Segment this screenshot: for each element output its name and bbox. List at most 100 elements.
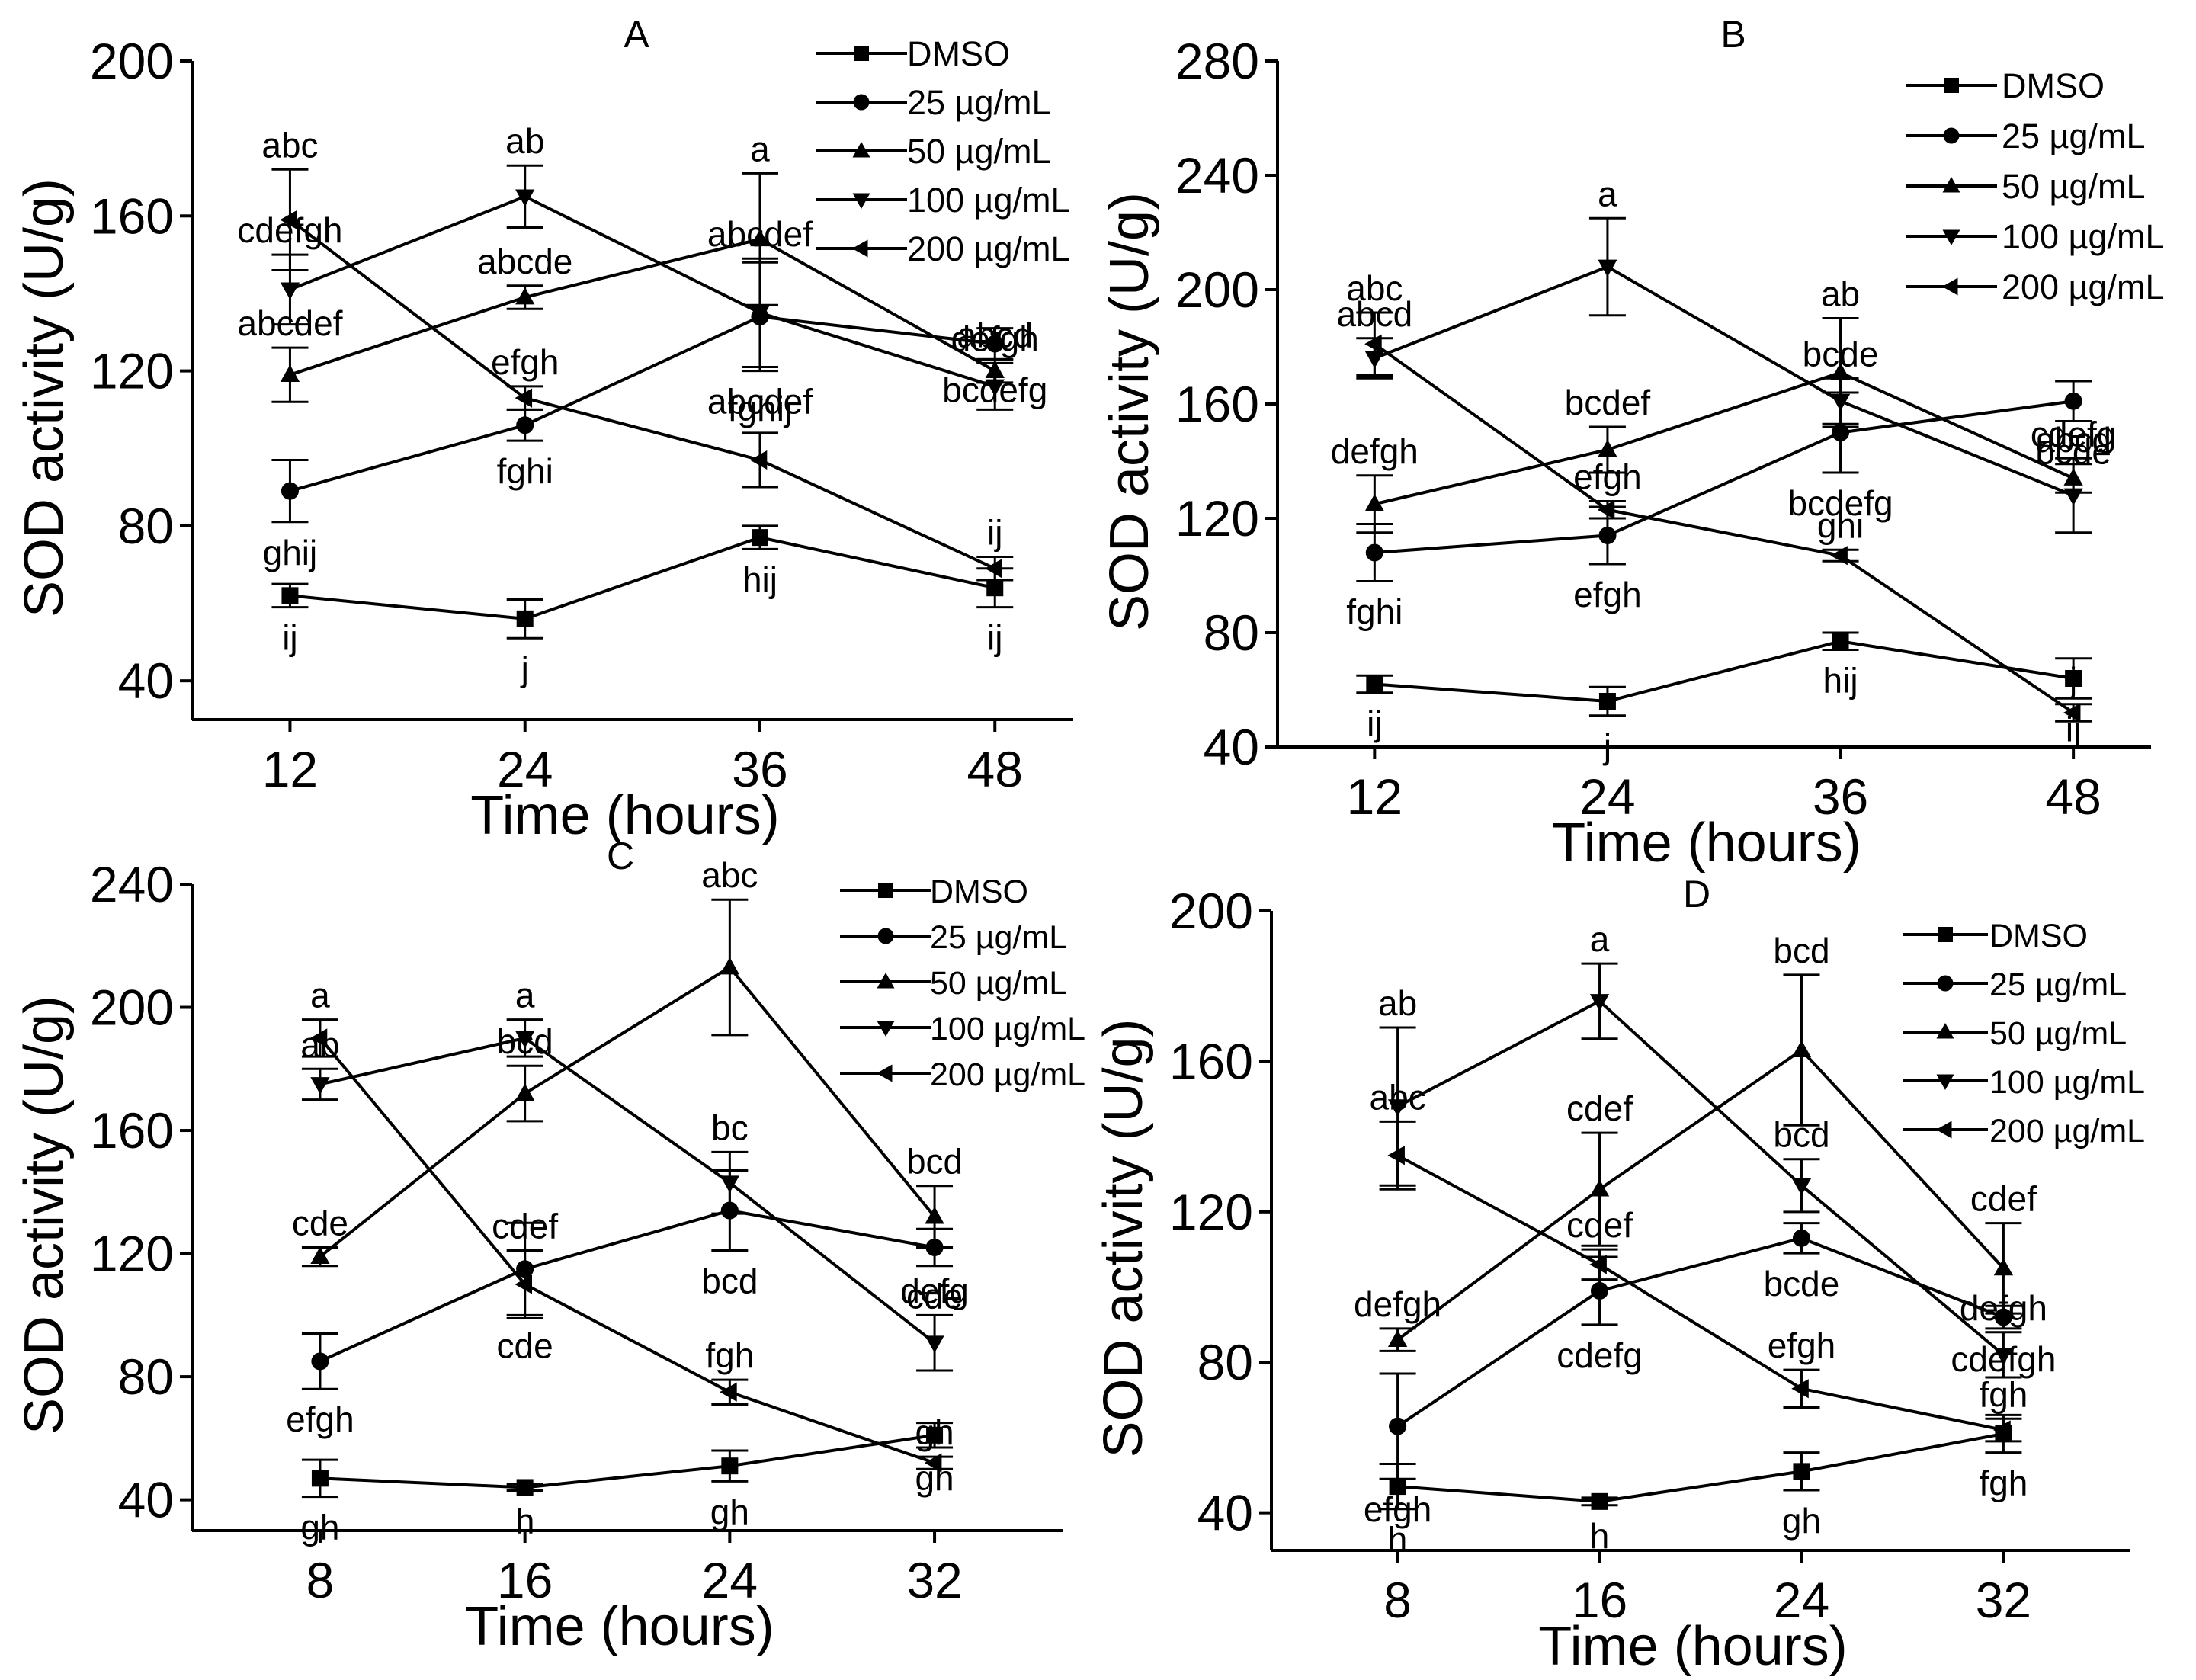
series-0: ij j hij ij [271,524,1014,688]
x-axis-title: Time (hours) [1552,813,1861,874]
series-line [1374,342,2075,714]
significance-label: a [1590,919,1610,959]
legend-marker [877,1021,895,1037]
series-line [1396,1154,2004,1432]
data-point [280,282,300,300]
y-tick-label: 80 [1204,604,1259,661]
legend-label: 100 µg/mL [1989,1064,2145,1101]
series-line [1374,399,2074,554]
series-line [319,1433,935,1489]
x-tick-label: 16 [1572,1572,1627,1628]
significance-label: fghi [1346,592,1403,632]
series-2: cdebcdabcbcd [292,855,963,1268]
y-tick-label: 120 [1175,490,1259,547]
legend-marker [852,193,870,209]
data-point [749,450,768,470]
legend-label: DMSO [2002,66,2105,105]
series-line [1374,370,2074,506]
legend-label: 25 µg/mL [2002,117,2146,155]
y-tick-label: 80 [118,498,174,554]
significance-label: abc [701,855,758,895]
significance-label: bcde [1764,1264,1840,1303]
x-tick-label: 24 [1774,1572,1829,1628]
legend: DMSO 25 µg/mL 50 µg/mL 100 µg/mL 200 µg/mL [816,34,1070,268]
x-tick-label: 8 [306,1552,335,1608]
significance-label: j [1602,726,1611,766]
significance-label: cde [906,1277,963,1316]
significance-label: ab [505,121,544,161]
data-point [2063,488,2083,506]
significance-label: efgh [491,342,559,382]
significance-label: abc [1370,1077,1426,1117]
legend-label: 200 µg/mL [2002,268,2165,306]
chart-panel-b: 40 80 120 160 200 240 280 12 24 36 48 Time (hours) S… [1099,13,2165,874]
significance-label: bcde [1803,334,1879,374]
data-point [1832,633,1849,650]
panel-title: C [607,835,634,877]
panel-title: D [1683,873,1710,915]
data-point [1792,1229,1811,1247]
significance-label: hij [742,559,777,599]
series-line [289,237,996,377]
y-tick-label: 200 [90,33,174,89]
data-point [1365,543,1383,562]
series-line [1374,640,2074,704]
significance-label: ij [987,618,1002,658]
significance-label: defgh [1960,1288,2047,1328]
significance-label: abcdef [707,382,813,422]
significance-label: fghi [497,451,553,491]
chart-panel-d: 40 80 120 160 200 8 16 24 32 Time (hours) SOD acti… [1093,873,2145,1677]
y-tick-label: 200 [90,979,174,1036]
legend-label: DMSO [907,34,1010,73]
data-point [281,587,299,604]
data-point [926,1426,944,1444]
y-tick-label: 200 [1175,261,1259,318]
y-tick-label: 160 [90,188,174,244]
data-point [515,287,535,305]
data-point [720,1382,737,1402]
data-point [1597,500,1615,520]
data-point [1387,1099,1408,1117]
x-tick-label: 36 [1813,768,1868,825]
legend-marker [1936,1023,1954,1039]
x-tick-label: 48 [2045,768,2101,825]
significance-label: fgh [1979,1374,2028,1414]
panel-title: B [1720,13,1746,56]
legend-label: 50 µg/mL [2002,167,2146,206]
x-tick-label: 24 [497,741,553,797]
data-point [1791,1379,1809,1399]
data-point [280,210,297,230]
data-point [311,1470,329,1487]
legend-label: 25 µg/mL [1989,967,2127,1003]
significance-label: a [750,129,770,168]
series-4: abc efgh fghij ij [261,125,1014,582]
panel-title: A [624,13,649,56]
y-tick-label: 120 [1169,1184,1253,1240]
chart-panel-a: 40 80 120 160 200 12 24 36 48 Time (hours) SOD act… [14,13,1073,846]
significance-label: gh [1782,1501,1821,1541]
legend-label: 50 µg/mL [1989,1015,2127,1052]
legend-marker [1942,277,1958,296]
legend-marker [1936,1074,1954,1090]
y-tick-label: 200 [1169,883,1253,939]
y-tick-label: 80 [1197,1334,1253,1390]
x-tick-label: 16 [497,1552,553,1608]
legend-marker [877,928,894,944]
data-point [1590,1281,1609,1300]
data-point [1389,1417,1407,1435]
significance-label: gh [710,1492,749,1531]
data-point [1791,1040,1812,1057]
significance-label: abcdef [707,214,813,254]
data-point [1366,675,1383,693]
legend: DMSO 25 µg/mL 50 µg/mL 100 µg/mL 200 µg/mL [1906,66,2165,306]
legend-marker [1942,177,1960,193]
significance-label: ghij [263,533,318,572]
y-tick-label: 280 [1175,33,1259,89]
significance-label: h [1388,1520,1408,1560]
series-4: a cdef fgh gh [301,976,954,1473]
significance-label: a [515,976,535,1015]
y-tick-label: 40 [1197,1485,1253,1541]
significance-label: a [1598,174,1617,213]
legend-label: 50 µg/mL [930,965,1067,1002]
legend-marker [1942,229,1960,245]
